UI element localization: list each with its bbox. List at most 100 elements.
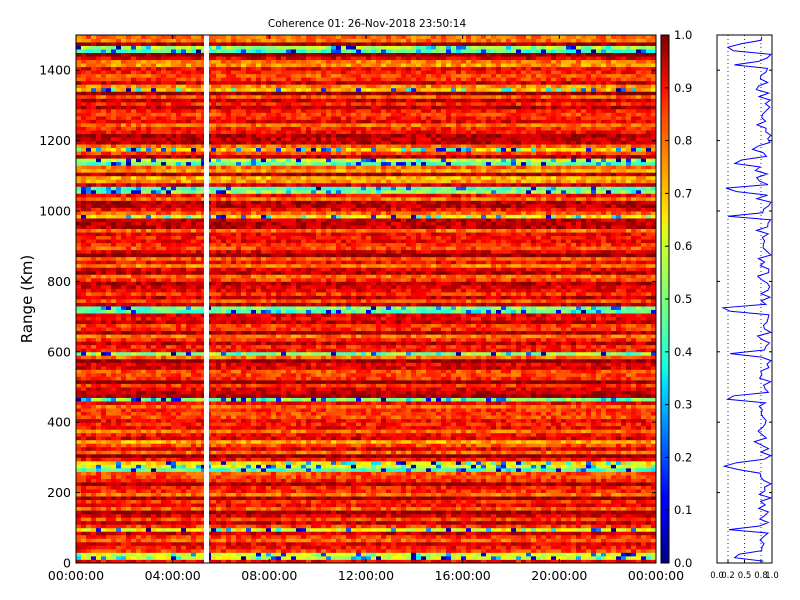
heatmap-cell xyxy=(406,552,412,557)
heatmap-cell xyxy=(586,524,592,529)
heatmap-cell xyxy=(356,475,362,479)
heatmap-cell xyxy=(456,429,462,434)
heatmap-cell xyxy=(291,436,297,441)
heatmap-cell xyxy=(581,538,587,543)
heatmap-cell xyxy=(136,510,142,515)
heatmap-cell xyxy=(471,527,477,532)
heatmap-cell xyxy=(561,517,567,522)
heatmap-cell xyxy=(536,492,542,497)
heatmap-cell xyxy=(486,475,492,479)
heatmap-cell xyxy=(541,548,547,553)
heatmap-cell xyxy=(596,439,602,444)
heatmap-cell xyxy=(376,411,382,416)
heatmap-cell xyxy=(606,450,612,455)
heatmap-cell xyxy=(376,496,382,501)
heatmap-cell xyxy=(591,499,597,504)
heatmap-cell xyxy=(651,471,657,476)
heatmap-cell xyxy=(111,418,117,423)
heatmap-cell xyxy=(136,496,142,501)
heatmap-cell xyxy=(426,422,432,427)
heatmap-cell xyxy=(211,555,217,560)
heatmap-cell xyxy=(476,492,482,497)
heatmap-cell xyxy=(596,559,602,564)
heatmap-cell xyxy=(551,425,557,430)
heatmap-cell xyxy=(586,411,592,416)
heatmap-cell xyxy=(296,446,302,451)
heatmap-cell xyxy=(471,506,477,511)
heatmap-cell xyxy=(166,552,172,557)
heatmap-cell xyxy=(281,517,287,522)
heatmap-cell xyxy=(616,478,622,483)
heatmap-cell xyxy=(186,415,192,420)
heatmap-cell xyxy=(576,517,582,522)
heatmap-cell xyxy=(101,517,107,522)
heatmap-cell xyxy=(306,555,312,560)
heatmap-cell xyxy=(481,524,487,529)
heatmap-cell xyxy=(391,559,397,564)
heatmap-cell xyxy=(101,478,107,483)
heatmap-cell xyxy=(646,555,652,560)
heatmap-cell xyxy=(281,475,287,479)
heatmap-cell xyxy=(231,467,237,472)
heatmap-cell xyxy=(256,503,262,508)
heatmap-cell xyxy=(366,418,372,423)
heatmap-cell xyxy=(201,467,207,472)
heatmap-cell xyxy=(341,492,347,497)
heatmap-cell xyxy=(516,471,522,476)
heatmap-cell xyxy=(136,471,142,476)
heatmap-cell xyxy=(181,517,187,522)
heatmap-cell xyxy=(556,418,562,423)
heatmap-cell xyxy=(516,446,522,451)
heatmap-cell xyxy=(156,432,162,437)
heatmap-cell xyxy=(621,513,627,518)
heatmap-cell xyxy=(541,460,547,465)
heatmap-cell xyxy=(356,411,362,416)
heatmap-cell xyxy=(561,552,567,557)
heatmap-cell xyxy=(126,453,132,458)
heatmap-cell xyxy=(96,429,102,434)
heatmap-cell xyxy=(306,436,312,441)
heatmap-cell xyxy=(531,446,537,451)
heatmap-cell xyxy=(596,506,602,511)
heatmap-cell xyxy=(256,513,262,518)
heatmap-cell xyxy=(256,422,262,427)
heatmap-cell xyxy=(451,457,457,462)
heatmap-cell xyxy=(626,555,632,560)
heatmap-cell xyxy=(146,439,152,444)
heatmap-cell xyxy=(591,517,597,522)
heatmap-cell xyxy=(346,527,352,532)
heatmap-cell xyxy=(646,457,652,462)
heatmap-cell xyxy=(101,475,107,479)
heatmap-cell xyxy=(301,499,307,504)
heatmap-cell xyxy=(306,548,312,553)
heatmap-cell xyxy=(236,422,242,427)
heatmap-cell xyxy=(406,439,412,444)
heatmap-cell xyxy=(196,496,202,501)
heatmap-cell xyxy=(271,496,277,501)
heatmap-cell xyxy=(321,531,327,536)
heatmap-cell xyxy=(311,471,317,476)
heatmap-cell xyxy=(621,503,627,508)
heatmap-cell xyxy=(316,478,322,483)
heatmap-cell xyxy=(406,460,412,465)
heatmap-cell xyxy=(196,513,202,518)
heatmap-cell xyxy=(621,478,627,483)
heatmap-cell xyxy=(441,446,447,451)
heatmap-cell xyxy=(416,457,422,462)
heatmap-cell xyxy=(86,520,92,525)
heatmap-cell xyxy=(476,517,482,522)
heatmap-cell xyxy=(411,439,417,444)
heatmap-cell xyxy=(81,548,87,553)
heatmap-cell xyxy=(601,545,607,550)
heatmap-cell xyxy=(211,538,217,543)
heatmap-cell xyxy=(336,443,342,448)
heatmap-cell xyxy=(541,432,547,437)
heatmap-cell xyxy=(306,524,312,529)
heatmap-cell xyxy=(81,499,87,504)
heatmap-cell xyxy=(606,510,612,515)
heatmap-cell xyxy=(321,559,327,564)
heatmap-cell xyxy=(276,517,282,522)
heatmap-cell xyxy=(106,439,112,444)
heatmap-cell xyxy=(571,520,577,525)
